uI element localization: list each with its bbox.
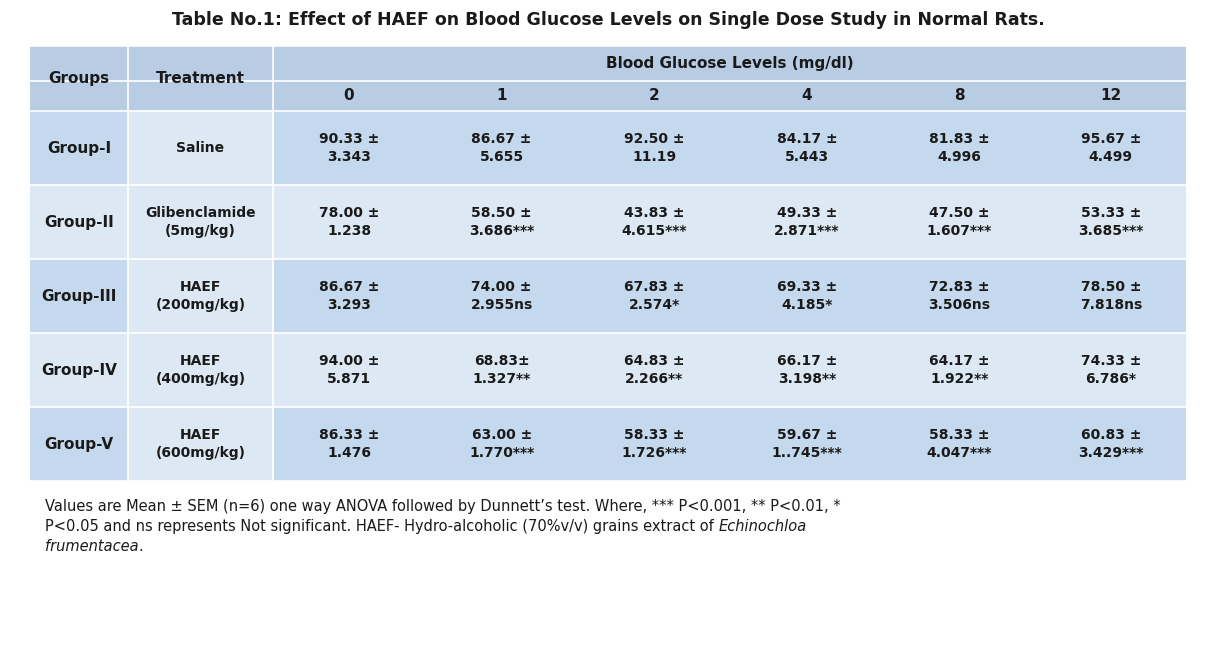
Text: 63.00 ±
1.770***: 63.00 ± 1.770*** (469, 428, 534, 461)
Text: Group-II: Group-II (44, 215, 114, 230)
Text: 94.00 ±
5.871: 94.00 ± 5.871 (319, 354, 379, 386)
Text: 0: 0 (344, 89, 354, 104)
Text: 64.83 ±
2.266**: 64.83 ± 2.266** (624, 354, 685, 386)
Text: 66.17 ±
3.198**: 66.17 ± 3.198** (777, 354, 837, 386)
Text: Group-IV: Group-IV (41, 363, 117, 377)
Bar (30, 46, 1186, 111)
Bar (30, 185, 1186, 259)
Text: Table No.1: Effect of HAEF on Blood Glucose Levels on Single Dose Study in Norma: Table No.1: Effect of HAEF on Blood Gluc… (171, 11, 1045, 29)
Bar (30, 407, 1186, 481)
Bar (30, 333, 1186, 407)
Text: 8: 8 (955, 89, 964, 104)
Text: 74.00 ±
2.955ns: 74.00 ± 2.955ns (471, 280, 533, 312)
Bar (30, 259, 1186, 333)
Text: 58.50 ±
3.686***: 58.50 ± 3.686*** (469, 206, 534, 238)
Text: 67.83 ±
2.574*: 67.83 ± 2.574* (624, 280, 685, 312)
Text: Values are Mean ± SEM (n=6) one way ANOVA followed by Dunnett’s test. Where, ***: Values are Mean ± SEM (n=6) one way ANOV… (45, 499, 840, 514)
Text: 78.00 ±
1.238: 78.00 ± 1.238 (319, 206, 379, 238)
Text: HAEF
(600mg/kg): HAEF (600mg/kg) (156, 428, 246, 461)
Text: 58.33 ±
4.047***: 58.33 ± 4.047*** (927, 428, 992, 461)
Text: 72.83 ±
3.506ns: 72.83 ± 3.506ns (929, 280, 990, 312)
Text: 68.83±
1.327**: 68.83± 1.327** (473, 354, 530, 386)
Text: 81.83 ±
4.996: 81.83 ± 4.996 (929, 132, 990, 164)
Text: 4: 4 (801, 89, 812, 104)
Bar (128, 407, 272, 481)
Text: Group-V: Group-V (45, 436, 113, 451)
Text: 95.67 ±
4.499: 95.67 ± 4.499 (1081, 132, 1141, 164)
Text: 86.67 ±
5.655: 86.67 ± 5.655 (472, 132, 531, 164)
Text: 12: 12 (1100, 89, 1121, 104)
Text: 53.33 ±
3.685***: 53.33 ± 3.685*** (1079, 206, 1143, 238)
Text: 49.33 ±
2.871***: 49.33 ± 2.871*** (775, 206, 839, 238)
Text: Glibenclamide
(5mg/kg): Glibenclamide (5mg/kg) (145, 206, 255, 238)
Text: 86.67 ±
3.293: 86.67 ± 3.293 (319, 280, 379, 312)
Text: .: . (139, 539, 143, 554)
Text: 47.50 ±
1.607***: 47.50 ± 1.607*** (927, 206, 992, 238)
Text: 60.83 ±
3.429***: 60.83 ± 3.429*** (1079, 428, 1143, 461)
Text: Group-III: Group-III (41, 289, 117, 304)
Text: 43.83 ±
4.615***: 43.83 ± 4.615*** (621, 206, 687, 238)
Text: frumentacea: frumentacea (45, 539, 139, 554)
Text: 74.33 ±
6.786*: 74.33 ± 6.786* (1081, 354, 1141, 386)
Text: 86.33 ±
1.476: 86.33 ± 1.476 (319, 428, 379, 461)
Bar (128, 259, 272, 333)
Text: 1: 1 (496, 89, 507, 104)
Text: P<0.05 and ns represents Not significant. HAEF- Hydro-alcoholic (70%v/v) grains : P<0.05 and ns represents Not significant… (45, 519, 719, 534)
Text: Group-I: Group-I (47, 140, 111, 155)
Text: Echinochloa: Echinochloa (719, 519, 806, 534)
Bar (128, 111, 272, 185)
Bar (30, 46, 1186, 481)
Text: 69.33 ±
4.185*: 69.33 ± 4.185* (777, 280, 837, 312)
Text: Saline: Saline (176, 141, 225, 155)
Text: 2: 2 (649, 89, 659, 104)
Bar (30, 111, 1186, 185)
Text: Treatment: Treatment (156, 71, 244, 86)
Bar (128, 185, 272, 259)
Text: HAEF
(400mg/kg): HAEF (400mg/kg) (156, 354, 246, 386)
Text: HAEF
(200mg/kg): HAEF (200mg/kg) (156, 280, 246, 312)
Text: Blood Glucose Levels (mg/dl): Blood Glucose Levels (mg/dl) (606, 56, 854, 71)
Text: Groups: Groups (49, 71, 109, 86)
Text: 84.17 ±
5.443: 84.17 ± 5.443 (777, 132, 837, 164)
Bar (128, 333, 272, 407)
Text: 92.50 ±
11.19: 92.50 ± 11.19 (624, 132, 685, 164)
Text: 58.33 ±
1.726***: 58.33 ± 1.726*** (621, 428, 687, 461)
Text: 64.17 ±
1.922**: 64.17 ± 1.922** (929, 354, 990, 386)
Text: 90.33 ±
3.343: 90.33 ± 3.343 (319, 132, 379, 164)
Text: 78.50 ±
7.818ns: 78.50 ± 7.818ns (1080, 280, 1142, 312)
Text: 59.67 ±
1..745***: 59.67 ± 1..745*** (771, 428, 843, 461)
